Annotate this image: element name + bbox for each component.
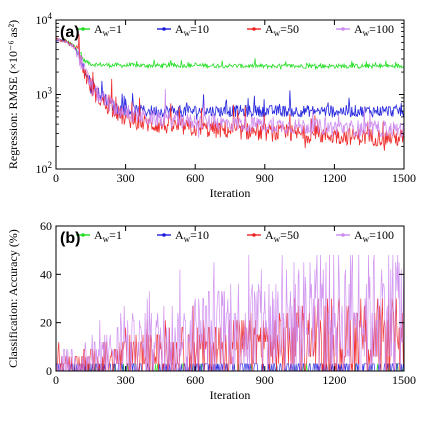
panel-a-legend: Aw=1 Aw=10 Aw=50 Aw=100 bbox=[76, 22, 394, 38]
legend-entry-2: Aw=10 bbox=[175, 22, 209, 38]
panel-a-series-layer bbox=[55, 34, 405, 151]
y-tick-label-1: 103 bbox=[36, 86, 53, 102]
legend-marker-1 bbox=[81, 27, 85, 31]
panel-b-y-axis-label: Classification: Accuracy (%) bbox=[6, 229, 20, 368]
legend-entry-1: Aw=1 bbox=[94, 228, 122, 244]
panel-b-legend: Aw=1 Aw=10 Aw=50 Aw=100 bbox=[76, 228, 394, 244]
legend-marker-4 bbox=[341, 27, 345, 31]
legend-entry-3: Aw=50 bbox=[265, 228, 299, 244]
legend-marker-4 bbox=[341, 233, 345, 237]
panel-a-plot-frame bbox=[55, 19, 405, 170]
x-tick-label-0: 0 bbox=[53, 171, 59, 185]
x-tick-label-2: 600 bbox=[186, 373, 204, 387]
panel-b-axes: 0 300 600 900 1200 1500 0 20 40 60 bbox=[40, 219, 416, 387]
legend-entry-4: Aw=100 bbox=[354, 22, 394, 38]
legend-marker-1 bbox=[81, 233, 85, 237]
legend-entry-1: Aw=1 bbox=[94, 22, 122, 38]
y-tick-label-0: 102 bbox=[36, 160, 53, 176]
legend-marker-2 bbox=[162, 27, 166, 31]
y-tick-label-2: 104 bbox=[36, 11, 53, 27]
panel-b-letter: (b) bbox=[60, 230, 80, 247]
series-line-aw-100 bbox=[55, 37, 405, 139]
x-tick-label-4: 1200 bbox=[322, 373, 346, 387]
panel-a-x-axis-label: Iteration bbox=[210, 186, 251, 200]
x-tick-label-3: 900 bbox=[256, 373, 274, 387]
series-line-aw-50 bbox=[55, 34, 405, 151]
x-tick-label-4: 1200 bbox=[322, 171, 346, 185]
panel-a-axes: 0 300 600 900 1200 1500 102 103 104 bbox=[36, 11, 417, 185]
y-tick-label-0: 0 bbox=[46, 364, 52, 378]
x-tick-label-5: 1500 bbox=[392, 373, 416, 387]
legend-marker-3 bbox=[252, 27, 256, 31]
legend-marker-3 bbox=[252, 233, 256, 237]
series-line-aw-100 bbox=[55, 254, 405, 372]
legend-entry-4: Aw=100 bbox=[354, 228, 394, 244]
x-tick-label-3: 900 bbox=[256, 171, 274, 185]
panel-a-letter: (a) bbox=[60, 24, 80, 41]
y-tick-label-3: 60 bbox=[40, 219, 52, 233]
x-tick-label-0: 0 bbox=[53, 373, 59, 387]
panel-b-x-axis-label: Iteration bbox=[210, 388, 251, 402]
x-tick-label-1: 300 bbox=[117, 373, 135, 387]
x-tick-label-2: 600 bbox=[186, 171, 204, 185]
legend-marker-2 bbox=[162, 233, 166, 237]
panel-b-classification: 0 300 600 900 1200 1500 0 20 40 60 Aw=1 Aw=10 Aw=50… bbox=[6, 219, 416, 402]
y-tick-label-1: 20 bbox=[40, 316, 52, 330]
series-line-aw-10 bbox=[55, 37, 405, 120]
series-line-aw-1 bbox=[55, 37, 405, 70]
panel-b-series-layer bbox=[55, 254, 405, 372]
x-tick-label-5: 1500 bbox=[392, 171, 416, 185]
legend-entry-2: Aw=10 bbox=[175, 228, 209, 244]
y-tick-label-2: 40 bbox=[40, 267, 52, 281]
legend-entry-3: Aw=50 bbox=[265, 22, 299, 38]
panel-a-y-axis-label: Regression: RMSE (×10⁻⁶ as²) bbox=[6, 20, 20, 169]
panel-b-plot-frame bbox=[55, 225, 405, 372]
x-tick-label-1: 300 bbox=[117, 171, 135, 185]
